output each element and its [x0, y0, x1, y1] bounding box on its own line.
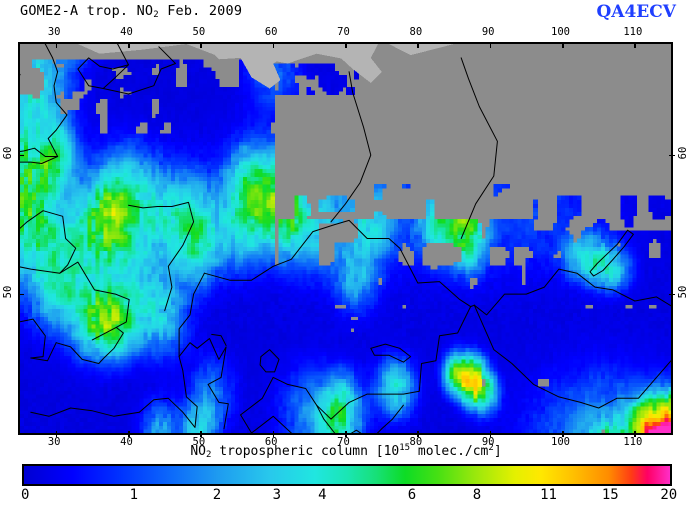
map-frame: [18, 42, 673, 435]
qa4ecv-logo: QA4ECV: [596, 2, 676, 22]
snow-flag-regions: [20, 44, 454, 89]
axis-tick-mark: [200, 42, 202, 48]
map-panel: [18, 42, 675, 437]
caption-suffix: molec./cm: [410, 444, 489, 459]
axis-tick-mark: [345, 42, 347, 48]
axis-tick-mark: [562, 42, 564, 48]
lon-tick-50: 50: [192, 436, 206, 448]
axis-tick-mark: [634, 42, 636, 48]
lat-tick-60: 60: [2, 146, 14, 160]
colorbar-frame: [22, 464, 672, 486]
lon-tick-100: 100: [551, 436, 570, 448]
latitude-axis-right: 50 60: [675, 42, 691, 435]
axis-tick-mark: [417, 42, 419, 48]
axis-tick-mark: [562, 431, 564, 437]
axis-tick-mark: [489, 431, 492, 437]
colorbar-tick-1: 1: [129, 487, 139, 503]
axis-tick-mark: [489, 42, 492, 48]
no2-heatmap: [20, 44, 671, 433]
lon-tick-30: 30: [47, 436, 61, 448]
axis-tick-mark: [55, 431, 58, 437]
colorbar: [22, 464, 672, 486]
axis-tick-mark: [669, 293, 675, 296]
lon-tick-90: 90: [481, 26, 495, 38]
title-main: GOME2-A trop. NO: [20, 3, 154, 19]
title-subscript: 2: [153, 10, 159, 20]
axis-tick-mark: [18, 293, 24, 296]
colorbar-tick-20: 20: [660, 487, 678, 503]
axis-tick-mark: [128, 42, 130, 48]
lon-tick-90: 90: [481, 436, 495, 448]
retrieval-grid: [20, 59, 671, 433]
caption-sup2: 2: [488, 443, 494, 453]
longitude-axis-top: 30 40 50 60 70 80 90 100 110: [18, 26, 673, 40]
axis-tick-mark: [18, 154, 24, 157]
caption-close: ]: [493, 444, 502, 459]
lon-tick-40: 40: [120, 26, 133, 38]
lon-tick-110: 110: [623, 436, 643, 448]
colorbar-tick-labels: 0 1 2 3 4 6 8 11 15 20: [0, 487, 692, 505]
colorbar-tick-2: 2: [212, 487, 222, 503]
axis-tick-mark: [669, 154, 675, 157]
colorbar-tick-8: 8: [472, 487, 482, 503]
colorbar-tick-0: 0: [21, 487, 30, 503]
lon-tick-100: 100: [551, 26, 570, 38]
axis-tick-mark: [272, 42, 275, 48]
axis-tick-mark: [417, 431, 419, 437]
lon-tick-80: 80: [409, 26, 423, 38]
axis-tick-mark: [128, 431, 130, 437]
axis-tick-mark: [272, 431, 275, 437]
colorbar-tick-4: 4: [318, 487, 327, 503]
latitude-axis-left: 50 60: [0, 42, 16, 435]
axis-tick-mark: [200, 431, 202, 437]
lon-tick-80: 80: [409, 436, 423, 448]
longitude-axis-bottom: 30 40 50 60 70 80 90 100 110: [18, 436, 673, 450]
colorbar-tick-3: 3: [272, 487, 282, 503]
axis-tick-mark: [55, 42, 58, 48]
lat-tick-50: 50: [2, 285, 14, 299]
colorbar-tick-6: 6: [407, 487, 417, 503]
axis-tick-mark: [634, 431, 636, 437]
title-tail: Feb. 2009: [158, 3, 243, 19]
colorbar-tick-15: 15: [601, 487, 619, 503]
lon-tick-60: 60: [264, 436, 278, 448]
lon-tick-50: 50: [192, 26, 206, 38]
lon-tick-40: 40: [120, 436, 133, 448]
borders-and-coastlines: [20, 44, 671, 433]
colorbar-caption: NO2 tropospheric column [1015 molec./cm2…: [0, 443, 692, 460]
colorbar-gradient: [24, 466, 670, 484]
colorbar-tick-11: 11: [540, 487, 557, 503]
caption-sub: 2: [206, 450, 212, 460]
lon-tick-30: 30: [47, 26, 61, 38]
caption-sup: 15: [399, 443, 411, 453]
axis-tick-mark: [345, 431, 347, 437]
lon-tick-110: 110: [623, 26, 643, 38]
lat-tick-50: 50: [677, 285, 689, 299]
caption-mid: tropospheric column [10: [211, 444, 400, 459]
page-title: GOME2-A trop. NO2 Feb. 2009: [20, 3, 243, 20]
lon-tick-60: 60: [264, 26, 278, 38]
lon-tick-70: 70: [337, 26, 350, 38]
lon-tick-70: 70: [337, 436, 350, 448]
caption-prefix: NO: [190, 444, 206, 459]
map-canvas: [20, 44, 671, 433]
lat-tick-60: 60: [677, 146, 689, 160]
